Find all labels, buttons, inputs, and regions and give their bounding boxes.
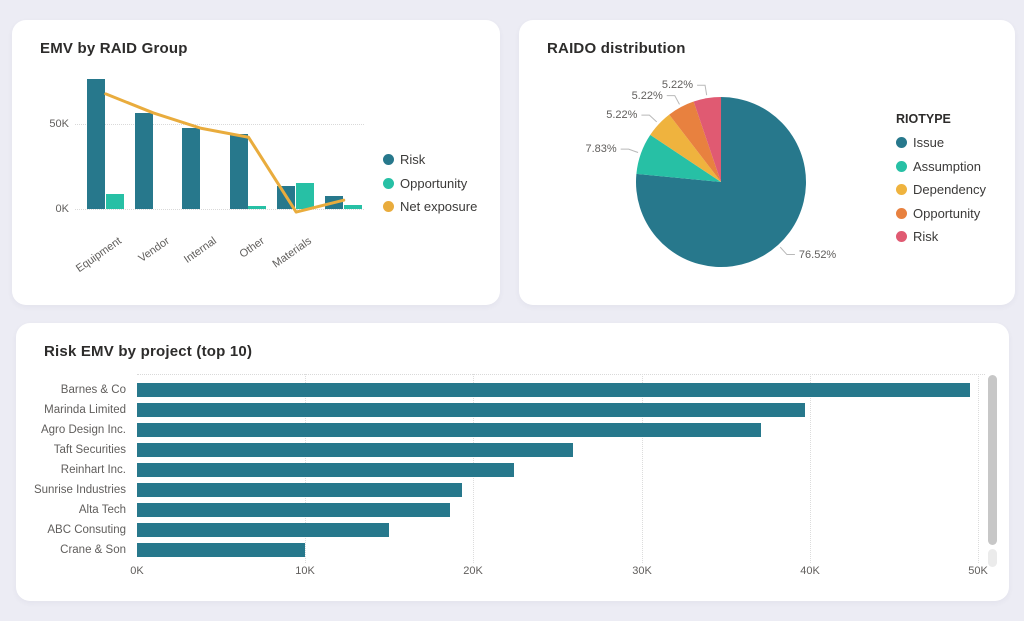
pie-label-leader-line	[697, 84, 708, 96]
scrollbar-track[interactable]	[988, 549, 997, 567]
legend-item-assumption[interactable]: Assumption	[896, 155, 986, 179]
legend: Risk Opportunity Net exposure	[383, 148, 477, 219]
pie-value-label-opportunity: 5.22%	[631, 89, 663, 102]
category-label-taft-securities: Taft Securities	[53, 444, 126, 456]
raido-distribution-chart[interactable]: 76.52% 7.83% 5.22% 5.22% 5.22% RIOTYPE Issue As…	[519, 20, 1015, 305]
x-axis-tick-label: 50K	[968, 565, 988, 577]
category-label-sunrise-industries: Sunrise Industries	[33, 484, 126, 496]
net-exposure-line[interactable]	[104, 92, 346, 214]
x-axis-tick-label: 30K	[632, 565, 652, 577]
risk-emv-by-project-chart[interactable]: 0K 10K 20K 30K 40K 50K Barnes & Co Marinda Limi…	[16, 323, 1009, 601]
legend-label: Risk	[400, 152, 426, 168]
category-label-reinhart-inc: Reinhart Inc.	[60, 464, 126, 476]
bar-sunrise-industries[interactable]	[137, 483, 462, 497]
legend-label: Risk	[913, 229, 939, 245]
y-axis-tick-label: 50K	[49, 118, 69, 130]
category-label-barnes-co: Barnes & Co	[60, 384, 126, 396]
gridline-30k	[642, 374, 643, 563]
category-label-agro-design-inc: Agro Design Inc.	[40, 424, 126, 436]
pie-value-label-assumption: 7.83%	[585, 143, 617, 156]
x-axis-tick-label: 20K	[463, 565, 483, 577]
pie-slice-dependency[interactable]	[650, 114, 721, 182]
bar-risk-other[interactable]	[230, 134, 248, 209]
bar-risk-vendor[interactable]	[135, 113, 153, 209]
legend-label: Assumption	[913, 158, 981, 174]
gridline	[75, 124, 364, 125]
issue-legend-dot-icon	[896, 137, 907, 149]
legend-item-risk[interactable]: Risk	[896, 225, 986, 249]
pie-slice-risk[interactable]	[693, 97, 722, 182]
bar-agro-design-inc[interactable]	[137, 423, 761, 437]
bar-crane-son[interactable]	[137, 543, 305, 557]
scrollbar-thumb[interactable]	[988, 375, 997, 545]
legend-item-issue[interactable]: Issue	[896, 131, 986, 155]
net-exposure-legend-dot-icon	[383, 201, 394, 213]
pie-value-label-issue: 76.52%	[798, 248, 837, 261]
bar-opportunity-other[interactable]	[248, 206, 266, 209]
opportunity-legend-dot-icon	[383, 177, 394, 189]
bar-opportunity-equipment[interactable]	[106, 194, 124, 209]
category-label-alta-tech: Alta Tech	[78, 504, 126, 516]
category-label-crane-son: Crane & Son	[60, 544, 126, 556]
bar-taft-securities[interactable]	[137, 443, 573, 457]
bar-reinhart-inc[interactable]	[137, 463, 514, 477]
emv-by-raid-group-chart[interactable]: 0K 50K Equipment Vendor Internal Other Materia…	[12, 20, 500, 305]
pie-legend: RIOTYPE Issue Assumption Dependency Opportun…	[896, 112, 986, 249]
legend-item-opportunity[interactable]: Opportunity	[383, 172, 477, 196]
x-axis-tick-label: 0K	[130, 565, 144, 577]
pie-label-leader-line	[620, 148, 639, 154]
dependency-legend-dot-icon	[896, 184, 907, 196]
legend-item-risk[interactable]: Risk	[383, 148, 477, 172]
x-axis-tick-label: 10K	[295, 565, 315, 577]
bar-risk-equipment[interactable]	[87, 79, 105, 209]
card-risk-emv-by-project: Risk EMV by project (top 10) 0K 10K 20K 30K…	[16, 323, 1009, 601]
legend-label: Issue	[913, 135, 945, 151]
chart-title-raido-distribution: RAIDO distribution	[547, 40, 686, 57]
bar-opportunity-materials[interactable]	[296, 183, 314, 209]
pie-slice-assumption[interactable]	[636, 134, 721, 182]
gridline-50k	[978, 374, 979, 563]
legend-item-net-exposure[interactable]: Net exposure	[383, 195, 477, 219]
gridline	[75, 209, 364, 210]
pie-value-label-dependency: 5.22%	[606, 109, 638, 122]
chart-title-risk-emv-by-project: Risk EMV by project (top 10)	[44, 343, 253, 360]
category-label-abc-consuting: ABC Consuting	[47, 524, 126, 536]
legend-title: RIOTYPE	[896, 112, 951, 126]
pie-value-label-risk: 5.22%	[661, 79, 694, 92]
bar-marinda-limited[interactable]	[137, 403, 805, 417]
legend-label: Opportunity	[913, 205, 981, 221]
bar-abc-consuting[interactable]	[137, 523, 389, 537]
bar-opportunity-group-6[interactable]	[344, 205, 362, 209]
chart-title-emv-by-raid-group: EMV by RAID Group	[40, 40, 188, 57]
net-exposure-line-layer	[104, 92, 346, 214]
category-label-marinda-limited: Marinda Limited	[44, 404, 126, 416]
pie-label-leader-line	[779, 246, 795, 256]
bar-alta-tech[interactable]	[137, 503, 450, 517]
risk-legend-dot-icon	[383, 154, 394, 166]
legend-label: Dependency	[913, 182, 986, 198]
legend-label: Net exposure	[400, 199, 478, 215]
legend-item-opportunity[interactable]: Opportunity	[896, 202, 986, 226]
legend-label: Opportunity	[400, 175, 468, 191]
opportunity-legend-dot-icon	[896, 207, 907, 219]
risk-legend-dot-icon	[896, 231, 907, 243]
gridline-top	[137, 374, 985, 375]
pie-layer	[620, 84, 806, 267]
card-emv-by-raid-group: EMV by RAID Group 0K 50K Equipment Vendor In…	[12, 20, 500, 305]
pie-label-leader-line	[666, 95, 680, 105]
card-raido-distribution: RAIDO distribution 76.52% 7.83% 5.22% 5.22%…	[519, 20, 1015, 305]
pie-slice-opportunity[interactable]	[669, 101, 721, 182]
bar-risk-internal[interactable]	[182, 128, 200, 209]
bar-barnes-co[interactable]	[137, 383, 970, 397]
x-axis-tick-label: 40K	[800, 565, 820, 577]
legend-item-dependency[interactable]: Dependency	[896, 178, 986, 202]
pie-label-leader-line	[641, 114, 658, 123]
y-axis-tick-label: 0K	[55, 203, 69, 215]
gridline-40k	[810, 374, 811, 563]
assumption-legend-dot-icon	[896, 160, 907, 172]
